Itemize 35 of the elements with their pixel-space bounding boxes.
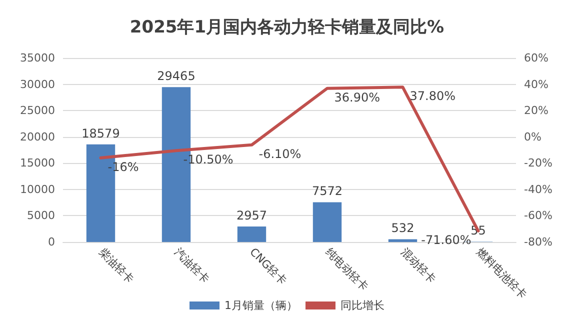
y-tick-label: 25000: [20, 104, 55, 118]
data-label: 2957: [236, 208, 268, 222]
y2-tick-label: 40%: [524, 78, 548, 91]
data-label: 18579: [82, 126, 120, 140]
x-tick-label: 纯电动轻卡: [322, 245, 371, 294]
y2-tick-label: 60%: [524, 52, 548, 64]
y-tick-label: 0: [48, 236, 55, 248]
data-label: 532: [391, 221, 414, 236]
data-label: -71.60%: [421, 232, 472, 247]
data-label: -6.10%: [258, 146, 302, 161]
y2-tick-label: 0%: [524, 130, 542, 144]
bar: [237, 226, 266, 242]
y-tick-label: 30000: [20, 78, 55, 91]
legend-label: 1月销量（辆）: [224, 299, 298, 312]
data-label: 55: [470, 224, 486, 238]
x-tick-label: 汽油轻卡: [172, 245, 212, 286]
y-tick-label: 20000: [20, 130, 55, 144]
data-label: 7572: [312, 184, 343, 198]
y-tick-label: 5000: [27, 209, 55, 222]
x-tick-label: 混动轻卡: [398, 245, 438, 286]
y2-tick-label: 20%: [524, 104, 548, 118]
bar: [312, 202, 342, 242]
y2-tick-label: -20%: [524, 156, 552, 170]
y2-tick-label: -40%: [524, 182, 552, 196]
data-label: 36.90%: [334, 90, 380, 104]
legend-label: 同比增长: [340, 299, 384, 312]
data-label: 37.80%: [410, 89, 456, 104]
chart-title: 2025年1月国内各动力轻卡销量及同比%: [130, 18, 444, 38]
y2-tick-label: -60%: [524, 209, 552, 222]
y-tick-label: 35000: [20, 52, 55, 64]
data-label: 29465: [157, 69, 196, 84]
bar: [388, 239, 418, 242]
y-tick-label: 10000: [20, 182, 55, 196]
x-tick-label: 柴油轻卡: [96, 245, 136, 286]
y-tick-label: 15000: [20, 156, 55, 170]
